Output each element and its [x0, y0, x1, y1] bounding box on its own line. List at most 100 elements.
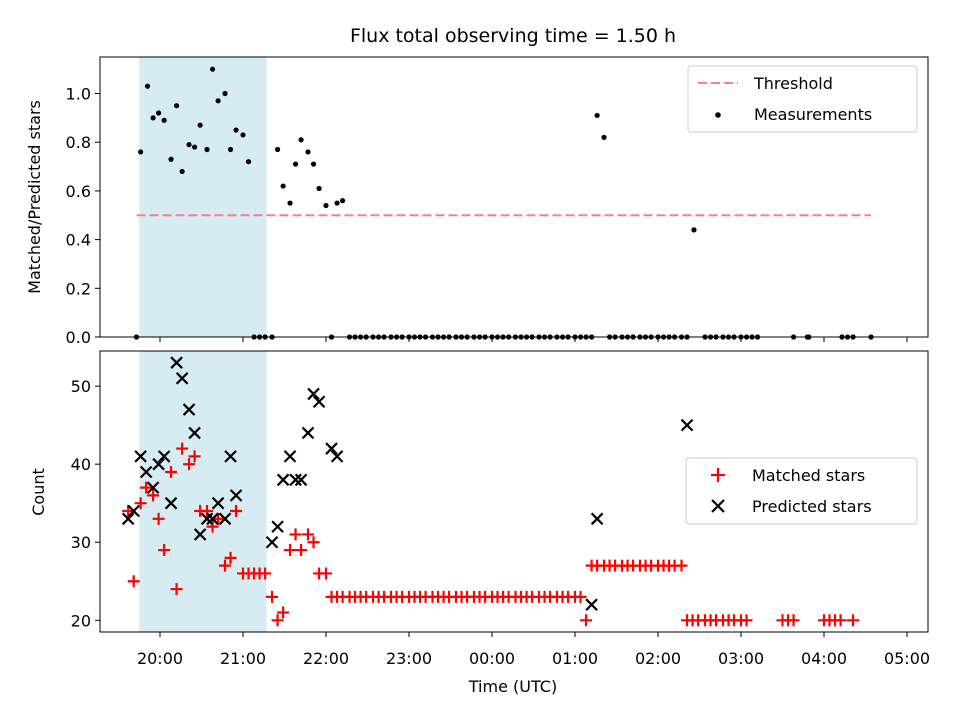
matched-star-point	[284, 544, 297, 557]
measurement-point	[245, 159, 252, 165]
predicted-star-point	[224, 450, 237, 463]
measurement-point	[691, 227, 697, 233]
legend-measurement-label: Measurements	[754, 105, 872, 124]
count-y-tick-label: 30	[71, 533, 91, 552]
measurement-point	[287, 200, 293, 206]
predicted-star-point	[193, 528, 207, 541]
predicted-star-point	[585, 598, 598, 611]
measurement-point	[179, 168, 185, 175]
predicted-star-point	[164, 496, 178, 510]
count-panel: 20 30 40 50 20:00 21:00 22:00 23:00 00:00 01:00 0…	[29, 350, 930, 668]
x-tick-label: 04:00	[801, 649, 847, 668]
predicted-star-point	[265, 535, 279, 549]
matched-star-point	[158, 544, 171, 557]
matched-star-point	[295, 544, 308, 557]
matched-star-point	[787, 614, 800, 627]
measurement-point	[240, 132, 246, 138]
x-tick-label: 22:00	[303, 649, 349, 668]
predicted-star-point	[175, 372, 189, 385]
predicted-star-points	[121, 356, 694, 611]
predicted-star-point	[170, 356, 183, 369]
measurement-point	[594, 112, 600, 119]
measurement-point	[191, 144, 198, 150]
matched-star-point	[289, 528, 302, 541]
count-y-ticks: 20 30 40 50	[71, 377, 100, 630]
measurement-point	[161, 117, 167, 123]
predicted-star-point	[127, 504, 140, 518]
measurement-point	[340, 198, 346, 204]
measurement-point	[174, 103, 180, 109]
measurement-point	[222, 90, 228, 97]
ratio-y-tick-label: 0.8	[66, 133, 91, 152]
x-tick-label: 01:00	[552, 649, 598, 668]
count-y-axis-label: Count	[29, 468, 48, 516]
measurement-point	[209, 66, 216, 72]
legend-threshold-label: Threshold	[753, 74, 833, 93]
predicted-star-point	[134, 450, 147, 463]
matched-star-point	[201, 505, 214, 518]
predicted-star-point	[307, 387, 320, 401]
count-y-tick-label: 20	[71, 611, 91, 630]
ratio-legend-box	[687, 65, 918, 133]
legend-predicted-label: Predicted stars	[752, 497, 872, 516]
predicted-star-point	[211, 496, 225, 510]
count-plot-frame	[99, 350, 929, 633]
measurement-point	[156, 110, 162, 116]
ratio-highlight-span	[139, 57, 267, 337]
predicted-star-point	[301, 426, 315, 440]
x-axis-label: Time (UTC)	[468, 677, 557, 696]
measurement-point	[186, 142, 192, 148]
measurement-point	[292, 161, 299, 167]
matched-star-point	[320, 567, 332, 580]
measurement-point	[334, 200, 340, 206]
measurement-point	[138, 149, 144, 155]
measurement-point	[168, 156, 174, 162]
measurement-point	[298, 137, 304, 143]
predicted-star-point	[294, 473, 308, 487]
matched-star-point	[206, 520, 219, 533]
ratio-panel: 0.0 0.2 0.4 0.6 0.8 1.0 Matched/Predicted sta…	[25, 56, 929, 347]
legend-matched-swatch	[711, 468, 725, 482]
ratio-x-ticks	[159, 337, 908, 342]
legend-matched-label: Matched stars	[752, 466, 865, 485]
predicted-star-point	[200, 512, 214, 526]
measurement-point	[316, 185, 322, 192]
predicted-star-point	[146, 481, 160, 494]
predicted-star-point	[139, 465, 153, 479]
ratio-y-ticks: 0.0 0.2 0.4 0.6 0.8 1.0	[66, 85, 100, 347]
ratio-y-axis-label: Matched/Predicted stars	[25, 100, 44, 294]
matched-star-point	[170, 583, 183, 596]
chart-title: Flux total observing time = 1.50 h	[350, 25, 676, 47]
matched-star-point	[271, 614, 284, 627]
ratio-y-tick-label: 1.0	[66, 85, 91, 104]
ratio-y-tick-label: 0.0	[66, 328, 91, 347]
matched-star-point	[574, 590, 587, 603]
measurement-point	[150, 115, 156, 121]
x-tick-label: 21:00	[220, 649, 266, 668]
matched-star-point	[230, 505, 243, 518]
count-y-tick-label: 50	[71, 377, 91, 396]
matched-star-point	[147, 489, 160, 502]
ratio-y-tick-label: 0.2	[66, 279, 91, 298]
matched-star-point	[277, 606, 290, 619]
ratio-plot-frame	[99, 56, 929, 338]
count-legend-box	[685, 457, 918, 525]
predicted-star-point	[312, 395, 326, 409]
x-tick-label: 05:00	[884, 649, 930, 668]
predicted-star-point	[229, 489, 243, 502]
x-tick-label: 20:00	[137, 649, 183, 668]
matched-star-points	[122, 442, 860, 627]
predicted-star-point	[157, 450, 171, 463]
legend-measurement-swatch	[715, 112, 721, 118]
predicted-star-point	[206, 512, 219, 526]
measurement-point	[310, 161, 317, 167]
matched-star-point	[740, 614, 753, 627]
predicted-star-point	[182, 403, 196, 416]
x-tick-label: 03:00	[718, 649, 764, 668]
count-y-tick-label: 40	[71, 455, 91, 474]
measurement-point	[274, 146, 281, 153]
measurement-point	[215, 98, 221, 104]
predicted-star-point	[218, 512, 232, 526]
matched-star-point	[847, 614, 860, 627]
